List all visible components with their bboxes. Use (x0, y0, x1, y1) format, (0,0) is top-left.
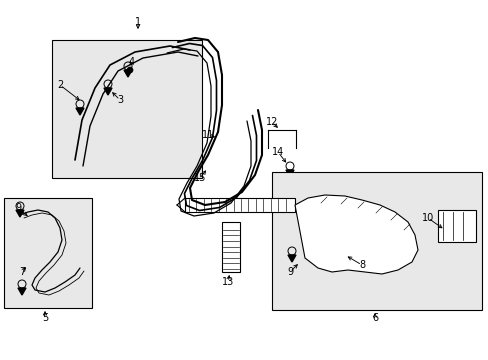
Polygon shape (313, 252, 321, 259)
Text: 15: 15 (193, 173, 206, 183)
Text: 9: 9 (15, 203, 21, 213)
Circle shape (127, 67, 133, 73)
Polygon shape (104, 88, 112, 95)
Bar (271, 172, 481, 310)
Text: 12: 12 (265, 117, 278, 127)
Bar (4, 198, 92, 308)
Polygon shape (285, 170, 293, 177)
Text: 7: 7 (19, 267, 25, 277)
Polygon shape (18, 288, 26, 295)
Polygon shape (287, 255, 295, 262)
Text: 4: 4 (129, 57, 135, 67)
Text: 6: 6 (371, 313, 377, 323)
Text: 14: 14 (271, 147, 284, 157)
Polygon shape (16, 210, 24, 217)
Polygon shape (294, 195, 417, 274)
Text: 13: 13 (222, 277, 234, 287)
Text: 9: 9 (286, 267, 292, 277)
Text: 8: 8 (358, 260, 365, 270)
Text: 2: 2 (57, 80, 63, 90)
Text: 1: 1 (135, 17, 141, 27)
Text: 3: 3 (117, 95, 123, 105)
Bar (437, 210, 475, 242)
Text: 10: 10 (421, 213, 433, 223)
Text: 11: 11 (202, 130, 214, 140)
Bar (184, 198, 294, 212)
Polygon shape (76, 108, 84, 115)
Polygon shape (124, 70, 132, 77)
Bar (52, 40, 202, 178)
Bar (222, 222, 240, 272)
Text: 5: 5 (42, 313, 48, 323)
